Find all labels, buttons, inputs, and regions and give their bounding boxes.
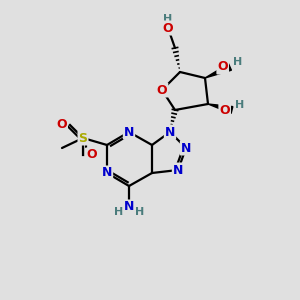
Text: N: N [173,164,183,176]
Polygon shape [208,104,233,113]
Text: O: O [157,83,167,97]
Text: N: N [165,125,175,139]
Text: H: H [233,57,243,67]
Text: H: H [236,100,244,110]
Text: H: H [114,207,123,217]
Text: O: O [219,103,230,116]
Text: H: H [135,207,144,217]
Text: O: O [86,148,97,161]
Text: O: O [56,118,67,131]
Polygon shape [205,64,231,78]
Text: H: H [164,14,172,24]
Text: N: N [124,125,134,139]
Text: O: O [163,22,173,34]
Text: N: N [124,200,134,214]
Text: S: S [79,131,88,145]
Text: N: N [102,167,112,179]
Text: N: N [181,142,191,154]
Text: O: O [218,61,228,74]
